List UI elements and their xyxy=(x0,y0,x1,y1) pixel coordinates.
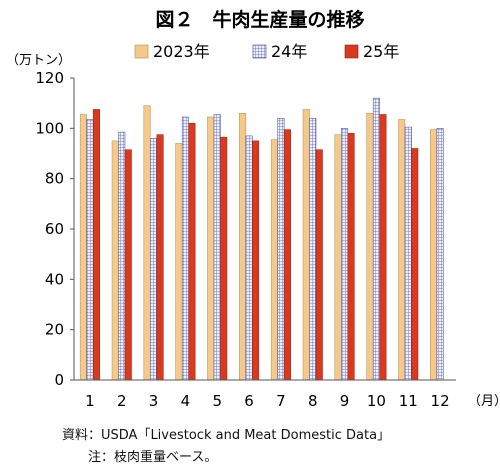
bar xyxy=(411,148,419,381)
x-tick-label: 3 xyxy=(149,392,159,410)
bar xyxy=(175,143,183,381)
bar xyxy=(118,131,126,381)
x-axis-unit-label: （月） xyxy=(468,394,500,409)
bar xyxy=(245,135,253,381)
bar xyxy=(334,134,342,381)
x-tick-label: 2 xyxy=(117,392,127,410)
bar xyxy=(150,138,158,381)
bar xyxy=(207,116,215,381)
y-tick-label: 60 xyxy=(45,220,64,238)
bar xyxy=(213,114,221,381)
source-note: 資料：USDA「Livestock and Meat Domestic Data… xyxy=(62,428,391,443)
x-tick-label: 12 xyxy=(431,392,450,410)
bar xyxy=(79,114,87,381)
y-tick-label: 80 xyxy=(45,170,64,188)
y-tick-label: 0 xyxy=(54,371,64,389)
y-tick-label: 120 xyxy=(35,69,64,87)
x-tick-label: 7 xyxy=(276,392,286,410)
bar xyxy=(143,105,151,381)
y-tick-label: 100 xyxy=(35,119,64,137)
legend-swatch xyxy=(134,44,149,59)
bar xyxy=(111,140,119,381)
bar xyxy=(315,149,323,381)
bar xyxy=(379,114,387,381)
bar xyxy=(188,123,196,381)
bar xyxy=(86,119,94,381)
legend-swatch xyxy=(344,44,359,59)
bar xyxy=(309,118,317,381)
legend-label: 25年 xyxy=(363,42,399,61)
legend-label: 2023年 xyxy=(153,42,210,61)
x-tick-label: 10 xyxy=(367,392,386,410)
bar xyxy=(270,139,278,381)
bar xyxy=(124,149,132,381)
footnote: 注：枝肉重量ベース。 xyxy=(88,450,218,465)
bar xyxy=(239,112,247,381)
legend: 2023年 24年 25年 xyxy=(134,42,399,61)
y-tick-label: 40 xyxy=(45,270,64,288)
bar xyxy=(181,116,189,381)
y-axis-unit-label: （万トン） xyxy=(6,53,71,68)
legend-swatch xyxy=(252,44,267,59)
bar xyxy=(430,129,438,381)
bar xyxy=(436,128,444,381)
legend-label: 24年 xyxy=(271,42,307,61)
bar xyxy=(398,119,406,381)
bar xyxy=(283,129,291,381)
x-tick-label: 4 xyxy=(181,392,191,410)
bar xyxy=(302,109,310,381)
x-tick-label: 1 xyxy=(85,392,95,410)
bar xyxy=(347,133,355,381)
chart-title: 図２ 牛肉生産量の推移 xyxy=(155,8,364,31)
x-tick-label: 9 xyxy=(340,392,350,410)
bar xyxy=(156,134,164,381)
bar xyxy=(252,140,260,381)
x-tick-label: 8 xyxy=(308,392,318,410)
bar xyxy=(341,128,349,381)
x-axis: 1 2 3 4 5 6 7 8 9 10 11 12 xyxy=(74,379,456,410)
bar xyxy=(220,136,228,381)
bar xyxy=(92,109,100,381)
bar xyxy=(404,126,412,381)
y-tick-label: 20 xyxy=(45,321,64,339)
bar xyxy=(372,97,380,381)
x-tick-label: 5 xyxy=(212,392,222,410)
bars xyxy=(79,97,444,381)
x-tick-label: 6 xyxy=(244,392,254,410)
y-axis: 0 20 40 60 80 100 120 xyxy=(35,69,75,389)
x-tick-label: 11 xyxy=(399,392,418,410)
bar xyxy=(277,118,285,381)
bar xyxy=(366,112,374,381)
